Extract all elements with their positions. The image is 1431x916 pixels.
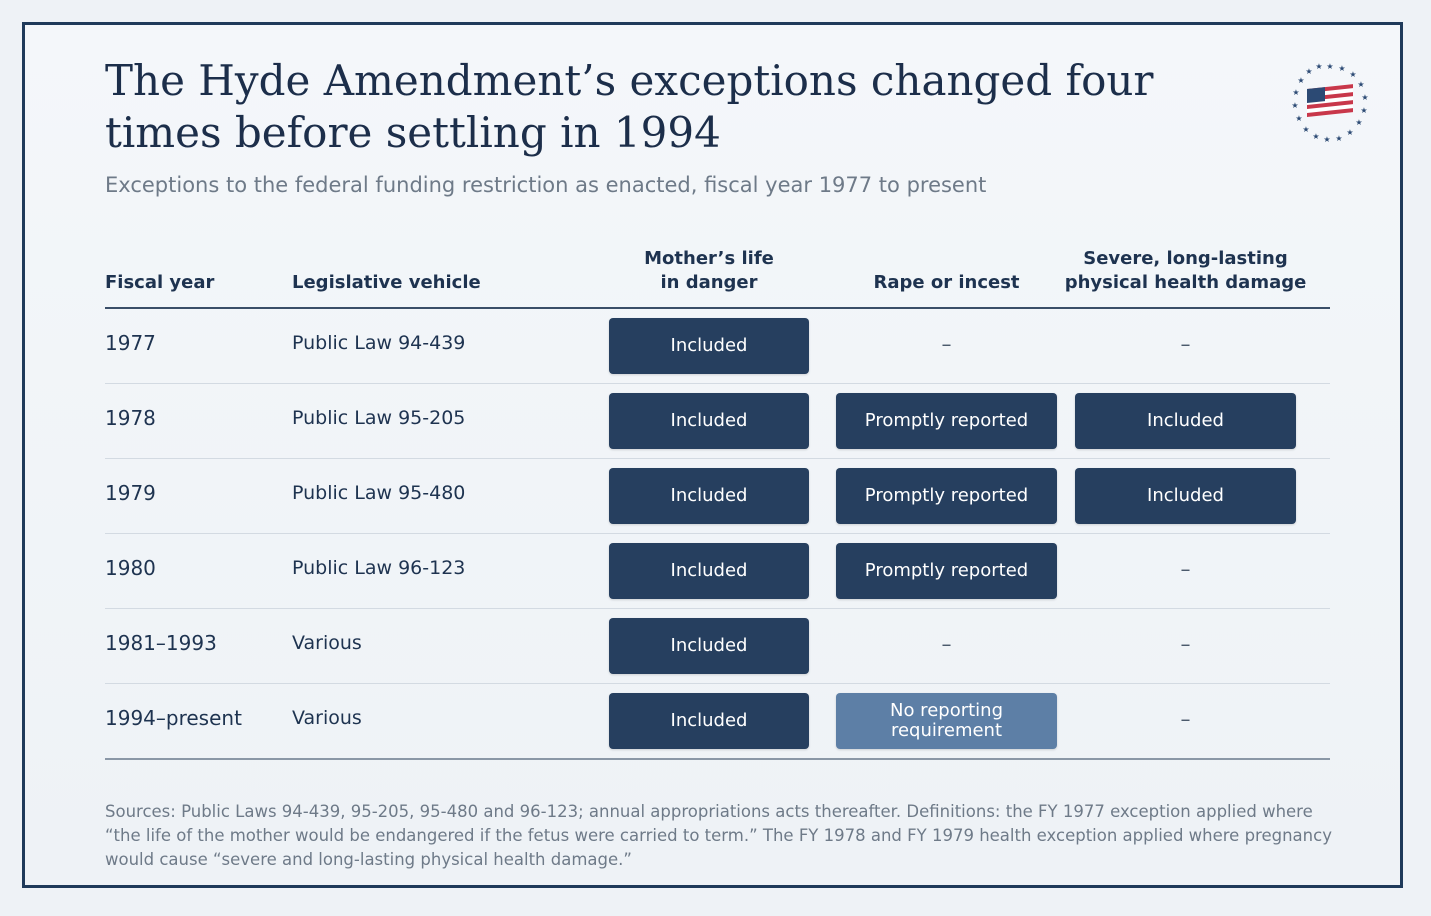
fiscal-year-cell: 1994–present [105, 706, 242, 730]
table-header: Fiscal year Legislative vehicle Mother’s… [105, 235, 1330, 309]
page-subtitle: Exceptions to the federal funding restri… [105, 173, 987, 197]
life-exception-pill: Included [609, 543, 809, 599]
svg-text:★: ★ [1292, 88, 1299, 97]
rape-exception-dash: – [941, 632, 952, 656]
legislative-vehicle-cell: Public Law 95-205 [292, 407, 466, 429]
svg-text:★: ★ [1355, 118, 1362, 127]
health-exception-dash: – [1180, 557, 1191, 581]
rape-exception-pill: Promptly reported [836, 468, 1057, 524]
health-exception-dash: – [1180, 707, 1191, 731]
header-mothers-life-line2: in danger [660, 272, 758, 293]
legislative-vehicle-cell: Public Law 95-480 [292, 482, 466, 504]
header-health-damage: Severe, long-lasting physical health dam… [1045, 247, 1326, 295]
svg-text:★: ★ [1291, 101, 1298, 110]
header-mothers-life-line1: Mother’s life [644, 248, 774, 269]
health-exception-dash: – [1180, 332, 1191, 356]
svg-text:★: ★ [1349, 70, 1356, 79]
health-exception-pill: Included [1075, 393, 1296, 449]
fiscal-year-cell: 1978 [105, 406, 156, 430]
table-row: 1978 Public Law 95-205 Included Promptly… [105, 384, 1330, 459]
flag-seal-icon: ★ ★ ★ ★ ★ ★ ★ ★ ★ ★ ★ ★ ★ ★ ★ ★ ★ ★ [1291, 62, 1368, 144]
fiscal-year-cell: 1981–1993 [105, 631, 217, 655]
table-row: 1977 Public Law 94-439 Included – – [105, 309, 1330, 384]
svg-text:★: ★ [1360, 106, 1367, 115]
table-row: 1980 Public Law 96-123 Included Promptly… [105, 534, 1330, 609]
fiscal-year-cell: 1979 [105, 481, 156, 505]
life-exception-pill: Included [609, 618, 809, 674]
fiscal-year-cell: 1980 [105, 556, 156, 580]
table-row: 1981–1993 Various Included – – [105, 609, 1330, 684]
legislative-vehicle-cell: Public Law 96-123 [292, 557, 466, 579]
header-legislative-vehicle: Legislative vehicle [292, 272, 481, 293]
svg-text:★: ★ [1305, 67, 1312, 76]
legislative-vehicle-cell: Various [292, 707, 362, 729]
life-exception-pill: Included [609, 393, 809, 449]
rape-exception-pill-no-reporting: No reporting requirement [836, 693, 1057, 749]
health-exception-dash: – [1180, 632, 1191, 656]
header-health-damage-line1: Severe, long-lasting [1083, 248, 1288, 269]
legislative-vehicle-cell: Various [292, 632, 362, 654]
sources-note: Sources: Public Laws 94-439, 95-205, 95-… [105, 802, 1332, 869]
header-health-damage-line2: physical health damage [1064, 272, 1307, 293]
header-rape-incest: Rape or incest [873, 272, 1020, 293]
header-fiscal-year: Fiscal year [105, 272, 215, 293]
rape-exception-dash: – [941, 332, 952, 356]
health-exception-pill: Included [1075, 468, 1296, 524]
page-title: The Hyde Amendment’s exceptions changed … [105, 56, 1154, 157]
rape-exception-pill: Promptly reported [836, 543, 1057, 599]
svg-text:★: ★ [1302, 125, 1309, 134]
exceptions-table: Fiscal year Legislative vehicle Mother’s… [105, 235, 1330, 760]
no-reporting-line2: requirement [890, 720, 1003, 741]
svg-text:★: ★ [1335, 134, 1342, 143]
svg-text:★: ★ [1361, 93, 1368, 102]
rape-exception-pill: Promptly reported [836, 393, 1057, 449]
legislative-vehicle-cell: Public Law 94-439 [292, 332, 466, 354]
svg-text:★: ★ [1295, 114, 1302, 123]
table-row: 1994–present Various Included No reporti… [105, 684, 1330, 760]
card-frame: The Hyde Amendment’s exceptions changed … [22, 22, 1403, 888]
svg-text:★: ★ [1312, 132, 1319, 141]
svg-text:★: ★ [1315, 62, 1322, 71]
life-exception-pill: Included [609, 693, 809, 749]
no-reporting-line1: No reporting [889, 700, 1003, 721]
svg-text:★: ★ [1326, 62, 1333, 71]
svg-text:★: ★ [1297, 76, 1304, 85]
table-row: 1979 Public Law 95-480 Included Promptly… [105, 459, 1330, 534]
header-mothers-life: Mother’s life in danger [609, 247, 809, 295]
fiscal-year-cell: 1977 [105, 331, 156, 355]
svg-text:★: ★ [1323, 135, 1330, 144]
life-exception-pill: Included [609, 468, 809, 524]
life-exception-pill: Included [609, 318, 809, 374]
svg-text:★: ★ [1346, 128, 1353, 137]
svg-text:★: ★ [1338, 64, 1345, 73]
svg-text:★: ★ [1357, 80, 1364, 89]
